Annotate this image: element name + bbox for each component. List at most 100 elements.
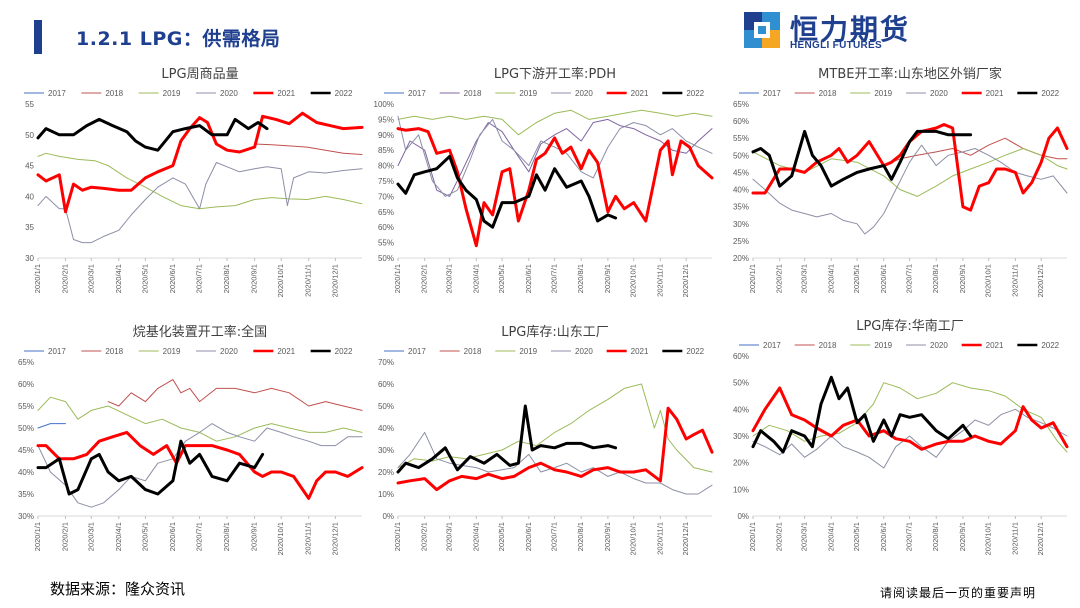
x-tick-label: 2020/11/1 [1010, 264, 1019, 297]
legend-item-2020: 2020 [906, 341, 948, 350]
data-source: 数据来源：隆众资讯 [50, 580, 186, 598]
x-tick-label: 2020/8/1 [222, 522, 231, 551]
y-tick-label: 30% [733, 432, 749, 441]
legend-item-2020: 2020 [196, 347, 238, 356]
x-tick-label: 2020/2/1 [420, 264, 429, 293]
x-tick-label: 2020/7/1 [195, 522, 204, 551]
legend-label: 2020 [220, 347, 238, 356]
x-tick-label: 2020/7/1 [195, 264, 204, 293]
legend-item-2017: 2017 [24, 89, 66, 98]
legend-item-2017: 2017 [24, 347, 66, 356]
x-tick-label: 2020/1/1 [748, 264, 757, 293]
series-line-2021 [751, 123, 1069, 212]
x-tick-label: 2020/4/1 [114, 264, 123, 293]
x-tick-label: 2020/7/1 [550, 264, 559, 293]
x-tick-label: 2020/10/1 [276, 264, 285, 297]
series-line-2018 [107, 379, 363, 411]
y-tick-label: 50% [18, 424, 34, 433]
legend-item-2019: 2019 [138, 347, 181, 356]
legend-label: 2020 [930, 341, 948, 350]
y-tick-label: 45% [733, 168, 749, 177]
y-tick-label: 60% [378, 223, 394, 232]
x-tick-label: 2020/9/1 [958, 264, 967, 293]
series-line-2022 [751, 375, 973, 454]
logo-subtitle: HENGLI FUTURES [790, 40, 882, 51]
chart-lpg-weekly-volume: LPG周商品量 2017 2018 2019 2020 2021 2022 30 35 40 45 5… [0, 60, 370, 310]
chart-svg: 烷基化装置开工率:全国 2017 2018 2019 2020 2021 2022 30% 35… [18, 324, 364, 555]
chart-shandong-inventory: LPG库存:山东工厂 2017 2018 2019 2020 2021 2022 0% 10% 2… [360, 318, 720, 568]
legend-item-2020: 2020 [551, 347, 593, 356]
x-tick-label: 2020/4/1 [826, 522, 835, 551]
chart-svg: LPG库存:华南工厂 2017 2018 2019 2020 2021 2022 0% 10% 2… [733, 318, 1069, 555]
legend-item-2018: 2018 [794, 89, 837, 98]
legend-item-2017: 2017 [739, 341, 781, 350]
legend-item-2021: 2021 [961, 341, 1004, 350]
y-tick-label: 40% [378, 424, 394, 433]
legend-item-2021: 2021 [253, 347, 296, 356]
legend-label: 2018 [464, 89, 482, 98]
legend-item-2017: 2017 [384, 89, 426, 98]
series-line-2020 [397, 115, 713, 197]
x-tick-label: 2020/4/1 [471, 264, 480, 293]
x-tick-label: 2020/11/1 [655, 522, 664, 555]
x-tick-label: 2020/7/1 [550, 522, 559, 551]
y-tick-label: 55% [18, 402, 34, 411]
y-tick-label: 50 [25, 131, 34, 140]
x-tick-label: 2020/12/1 [330, 522, 339, 555]
y-tick-label: 50% [733, 379, 749, 388]
x-tick-label: 2020/5/1 [140, 264, 149, 293]
y-tick-label: 80% [378, 162, 394, 171]
chart-pdh-operating-rate: LPG下游开工率:PDH 2017 2018 2019 2020 2021 2022 50% 5… [360, 60, 720, 310]
x-tick-label: 2020/4/1 [471, 522, 480, 551]
chart-title: LPG库存:山东工厂 [501, 324, 609, 340]
series-line-2021 [396, 406, 714, 492]
legend-item-2019: 2019 [850, 341, 893, 350]
legend-item-2022: 2022 [310, 347, 353, 356]
y-tick-label: 70% [378, 192, 394, 201]
y-tick-label: 10% [733, 485, 749, 494]
series-line-2019 [397, 109, 713, 136]
x-tick-label: 2020/5/1 [497, 264, 506, 293]
y-tick-label: 65% [18, 358, 34, 367]
y-tick-label: 10% [378, 490, 394, 499]
legend-item-2019: 2019 [138, 89, 181, 98]
chart-title: LPG下游开工率:PDH [494, 66, 616, 82]
x-tick-label: 2020/3/1 [800, 264, 809, 293]
company-logo: 恒力期货 HENGLI FUTURES [742, 10, 922, 54]
y-tick-label: 25% [733, 237, 749, 246]
x-tick-label: 2020/11/1 [304, 264, 313, 297]
x-tick-label: 2020/2/1 [61, 522, 70, 551]
y-tick-label: 60% [378, 380, 394, 389]
series-line-2017 [37, 423, 66, 429]
y-tick-label: 45 [25, 162, 34, 171]
x-tick-label: 2020/3/1 [86, 522, 95, 551]
y-tick-label: 90% [378, 131, 394, 140]
series-line-2020 [37, 423, 363, 508]
series-line-2018 [254, 143, 363, 155]
series-line-2022 [396, 404, 618, 474]
series-line-2018 [883, 137, 1068, 167]
x-tick-label: 2020/5/1 [852, 264, 861, 293]
x-tick-label: 2020/3/1 [445, 264, 454, 293]
legend-label: 2021 [631, 89, 649, 98]
series-line-2020 [37, 162, 363, 244]
legend-label: 2018 [819, 341, 837, 350]
page-title: 1.2.1 LPG：供需格局 [76, 28, 281, 50]
x-tick-label: 2020/11/1 [304, 522, 313, 555]
legend-label: 2021 [986, 89, 1004, 98]
x-tick-label: 2020/8/1 [222, 264, 231, 293]
x-tick-label: 2020/2/1 [420, 522, 429, 551]
y-tick-label: 40% [733, 405, 749, 414]
legend-item-2018: 2018 [81, 89, 124, 98]
series-line-2022 [36, 439, 265, 496]
legend-label: 2018 [105, 89, 123, 98]
x-tick-label: 2020/5/1 [140, 522, 149, 551]
legend-label: 2019 [163, 89, 181, 98]
x-tick-label: 2020/2/1 [61, 264, 70, 293]
legend-label: 2022 [335, 89, 353, 98]
series-line-2019 [752, 148, 1068, 197]
x-tick-label: 2020/5/1 [852, 522, 861, 551]
y-tick-label: 35% [733, 203, 749, 212]
series-line-2021 [36, 430, 364, 500]
legend-item-2021: 2021 [606, 347, 649, 356]
